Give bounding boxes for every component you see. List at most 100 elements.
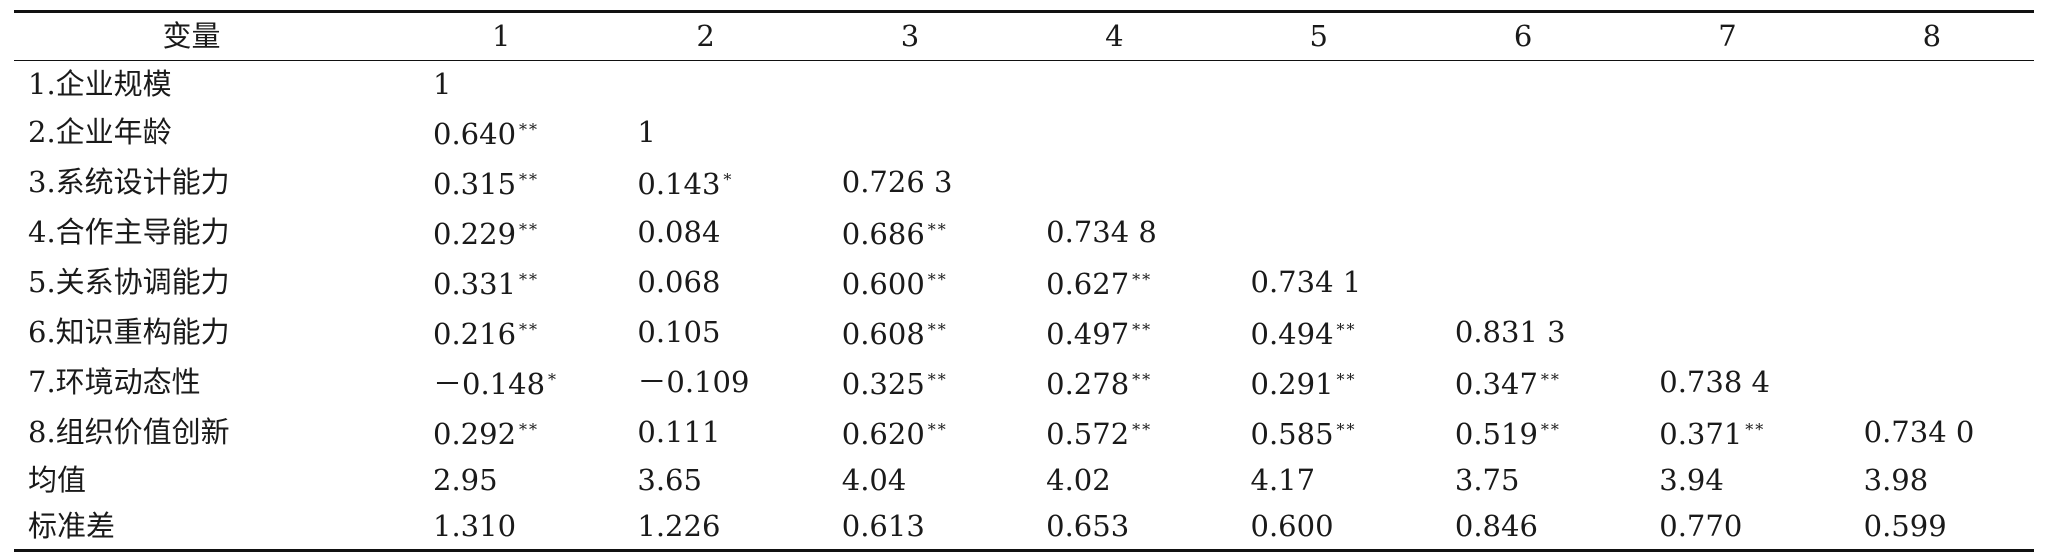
table-cell: 0.497 ** [1012,307,1216,357]
cell-value: 3.94 [1659,463,1724,497]
cell-value: 0.585 [1250,417,1334,451]
cell-value: 4.17 [1250,463,1316,497]
header-divider-row [14,59,2034,61]
table-row: 8.组织价值创新 0.292 ** 0.111 0.620 ** 0.572 ** 0.585 *… [14,407,2034,457]
table-cell: 0.371 ** [1625,407,1829,457]
table-cell [1217,107,1421,157]
cell-value: 0.143 [637,167,721,201]
table-cell: 0.494 ** [1217,307,1421,357]
row-label: 6.知识重构能力 [28,315,230,349]
table-cell [1830,61,2034,107]
cell-value: 0.627 [1046,267,1130,301]
table-cell: 4.02 [1012,457,1216,503]
cell-value: 0.331 [433,267,517,301]
cell-value: 0.770 [1659,509,1743,543]
cell-value: 0.371 [1659,417,1743,451]
table-row: 6.知识重构能力 0.216 ** 0.105 0.608 ** 0.497 ** 0.494 *… [14,307,2034,357]
table-cell: 1 [399,61,603,107]
table-cell: 0.585 ** [1217,407,1421,457]
table-cell [1625,107,1829,157]
significance-mark: * [723,170,734,189]
table-cell: 0.347 ** [1421,357,1625,407]
cell-value: 0.613 [841,509,925,543]
cell-value: 0.292 [433,417,517,451]
table-row: 2.企业年龄 0.640 ** 1 [14,107,2034,157]
table-cell: －0.109 [603,357,807,407]
significance-mark: ** [927,370,948,389]
table-cell: 0.572 ** [1012,407,1216,457]
table-cell: 0.325 ** [808,357,1012,407]
row-label: 标准差 [28,509,116,543]
table-cell [1625,207,1829,257]
cell-value: 0.686 [841,217,925,251]
table-row: 1.企业规模 1 [14,61,2034,107]
table-cell: 3.75 [1421,457,1625,503]
table-cell: 3.98 [1830,457,2034,503]
significance-mark: ** [519,220,540,239]
table-cell [1830,157,2034,207]
table-cell: 0.068 [603,257,807,307]
table-row: 4.合作主导能力 0.229 ** 0.084 0.686 ** 0.734 8 [14,207,2034,257]
header-rule [14,59,2034,61]
table-cell: 0.613 [808,503,1012,549]
row-label: 3.系统设计能力 [28,165,230,199]
table-cell: 0.640 ** [399,107,603,157]
table-cell: 1.310 [399,503,603,549]
cell-value: 0.494 [1250,317,1334,351]
table-row: 标准差 1.310 1.226 0.613 0.653 0.600 0.846 0.770 0.… [14,503,2034,549]
cell-value: 0.831 3 [1454,315,1566,349]
table-cell: 1.226 [603,503,807,549]
table-cell: 1 [603,107,807,157]
table-body: 1.企业规模 1 2.企业年龄 0.640 ** 1 3.系统设计能力 0.315 ** 0.14… [14,59,2034,549]
table-row: 3.系统设计能力 0.315 ** 0.143 * 0.726 3 [14,157,2034,207]
header-row: 变量 1 2 3 4 5 6 7 8 [14,13,2034,59]
significance-mark: ** [1132,320,1153,339]
cell-value: 0.734 1 [1250,265,1362,299]
cell-value: 4.02 [1046,463,1111,497]
cell-value: 0.519 [1454,417,1538,451]
cell-value: 0.229 [433,217,517,251]
cell-value: 3.65 [637,463,702,497]
significance-mark: * [548,370,559,389]
table-cell: 0.600 [1217,503,1421,549]
significance-mark: ** [1745,420,1766,439]
table-cell: 0.734 1 [1217,257,1421,307]
table-cell [808,61,1012,107]
cell-value: 0.216 [433,317,517,351]
cell-value: 0.608 [841,317,925,351]
cell-value: 1.226 [637,509,721,543]
table-cell: 0.331 ** [399,257,603,307]
table-cell: 0.315 ** [399,157,603,207]
table-cell: 0.734 0 [1830,407,2034,457]
significance-mark: ** [927,220,948,239]
table-cell: 0.111 [603,407,807,457]
cell-value: 0.600 [1250,509,1334,543]
table-cell: 4.04 [808,457,1012,503]
table-cell: 0.734 8 [1012,207,1216,257]
cell-value: 3.75 [1454,463,1520,497]
cell-value: 0.068 [637,265,721,299]
table-cell [1625,61,1829,107]
table-cell: 0.278 ** [1012,357,1216,407]
table-cell: 0.292 ** [399,407,603,457]
significance-mark: ** [1336,370,1357,389]
table-cell: 3.94 [1625,457,1829,503]
table-cell [1830,107,2034,157]
row-label: 4.合作主导能力 [28,215,230,249]
row-label: 8.组织价值创新 [28,415,230,449]
significance-mark: ** [519,270,540,289]
table-cell [1625,157,1829,207]
significance-mark: ** [927,320,948,339]
table-cell: 0.831 3 [1421,307,1625,357]
significance-mark: ** [927,420,948,439]
table-cell [1830,307,2034,357]
cell-value: 0.734 0 [1863,415,1975,449]
table-cell: 0.216 ** [399,307,603,357]
cell-value: 0.278 [1046,367,1130,401]
table-cell: 0.105 [603,307,807,357]
header-divider-cell [14,59,2034,61]
table-cell [1012,157,1216,207]
significance-mark: ** [1132,270,1153,289]
table-cell [1421,107,1625,157]
header-cell-5: 5 [1309,19,1328,53]
